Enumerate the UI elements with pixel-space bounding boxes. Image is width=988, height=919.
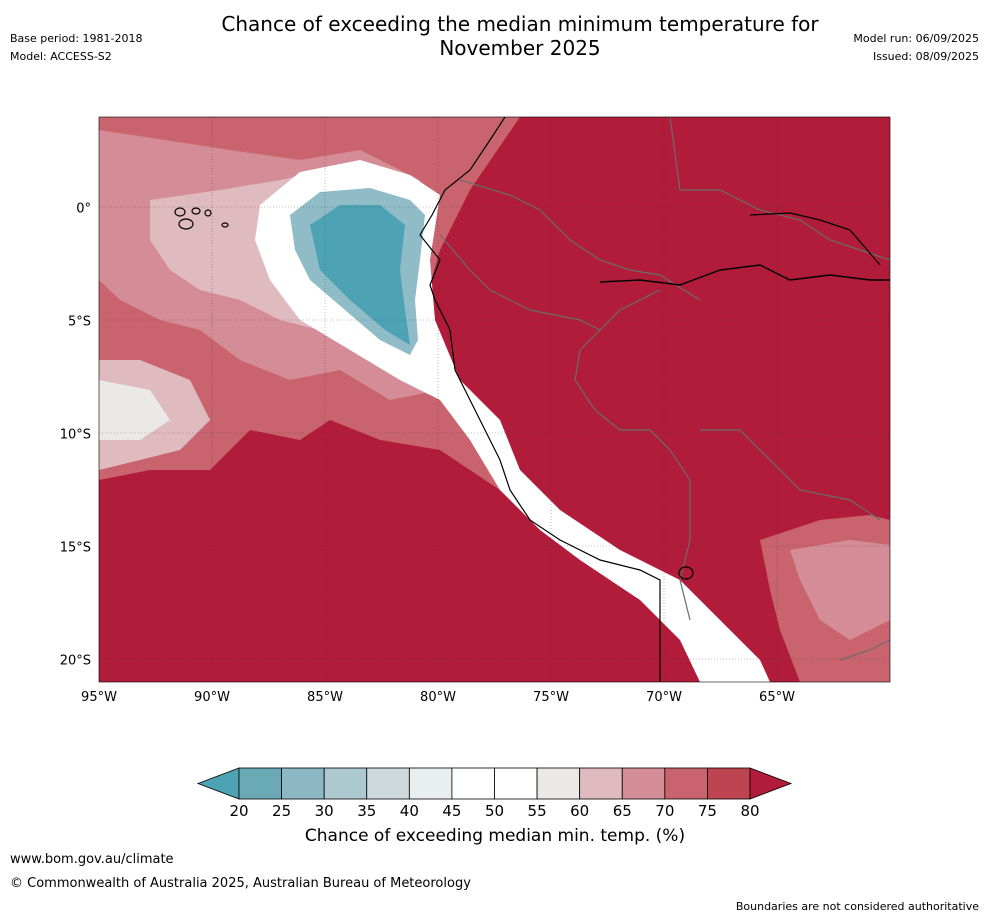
base-period-label: Base period: 1981-2018 xyxy=(10,32,143,45)
colorbar-tick-label: 60 xyxy=(570,802,589,820)
colorbar-tick-label: 30 xyxy=(315,802,334,820)
copyright-label: © Commonwealth of Australia 2025, Austra… xyxy=(10,876,471,891)
map-frame xyxy=(98,116,891,683)
colorbar-segment xyxy=(664,767,708,800)
region-near-median-sw xyxy=(99,380,170,440)
colorbar-tick-label: 35 xyxy=(357,802,376,820)
colorbar-tick-label: 80 xyxy=(740,802,759,820)
colorbar-segment xyxy=(707,767,751,800)
region-moderate-se xyxy=(790,540,890,640)
colorbar-ticks: 20 25 30 35 40 45 50 55 60 65 70 75 80 xyxy=(229,802,759,820)
coastline xyxy=(419,117,661,682)
colorbar-segment xyxy=(621,767,666,800)
galapagos-islands xyxy=(174,207,229,230)
colorbar-segment xyxy=(238,767,282,800)
longitude-label: 95°W xyxy=(81,690,117,705)
latitude-labels: 0° 5°S 10°S 15°S 20°S xyxy=(60,201,91,668)
colorbar-tick-label: 50 xyxy=(485,802,504,820)
colorbar-over-arrow xyxy=(749,767,793,800)
colorbar-segment xyxy=(281,767,325,800)
colorbar-tick-label: 70 xyxy=(655,802,674,820)
longitude-labels: 95°W 90°W 85°W 80°W 75°W 70°W 65°W xyxy=(81,690,795,705)
model-run-label: Model run: 06/09/2025 xyxy=(853,32,979,45)
amazon-river xyxy=(599,264,890,286)
colorbar-tick-label: 40 xyxy=(400,802,419,820)
colorbar-tick-label: 55 xyxy=(528,802,547,820)
region-very-low xyxy=(310,205,410,345)
metadata-left: Base period: 1981-2018 Model: ACCESS-S2 xyxy=(10,32,142,68)
colorbar-tick-label: 20 xyxy=(229,802,248,820)
colorbar-segment xyxy=(408,767,453,800)
latitude-label: 5°S xyxy=(68,314,91,329)
colorbar-segment xyxy=(451,767,495,800)
longitude-label: 85°W xyxy=(307,690,343,705)
colorbar-under-arrow xyxy=(196,767,240,800)
country-boundaries xyxy=(439,117,890,661)
colorbar xyxy=(196,767,793,800)
longitude-label: 90°W xyxy=(194,690,230,705)
metadata-right: Model run: 06/09/2025 Issued: 08/09/2025 xyxy=(853,32,979,68)
colorbar-title: Chance of exceeding median min. temp. (%… xyxy=(304,826,686,846)
latitude-label: 10°S xyxy=(60,427,91,442)
map-area xyxy=(99,117,890,682)
latitude-label: 20°S xyxy=(60,653,91,668)
issued-label: Issued: 08/09/2025 xyxy=(872,50,979,63)
map-title: Chance of exceeding the median minimum t… xyxy=(221,12,819,60)
disclaimer-label: Boundaries are not considered authoritat… xyxy=(735,900,979,913)
lake-titicaca xyxy=(678,566,694,580)
gridlines xyxy=(99,117,890,682)
longitude-label: 80°W xyxy=(420,690,456,705)
longitude-label: 75°W xyxy=(533,690,569,705)
colorbar-tick-label: 45 xyxy=(442,802,461,820)
negro-river xyxy=(749,212,881,266)
colorbar-segment xyxy=(323,767,368,800)
model-label: Model: ACCESS-S2 xyxy=(10,50,112,63)
colorbar-segment xyxy=(579,767,623,800)
colorbar-tick-label: 75 xyxy=(698,802,717,820)
latitude-label: 0° xyxy=(76,201,91,216)
colorbar-segment xyxy=(366,767,410,800)
colorbar-tick-label: 25 xyxy=(272,802,291,820)
longitude-label: 70°W xyxy=(646,690,682,705)
colorbar-segment xyxy=(494,767,538,800)
latitude-label: 15°S xyxy=(60,540,91,555)
longitude-label: 65°W xyxy=(759,690,795,705)
colorbar-tick-label: 65 xyxy=(613,802,632,820)
colorbar-segment xyxy=(536,767,581,800)
website-label[interactable]: www.bom.gov.au/climate xyxy=(10,852,174,867)
